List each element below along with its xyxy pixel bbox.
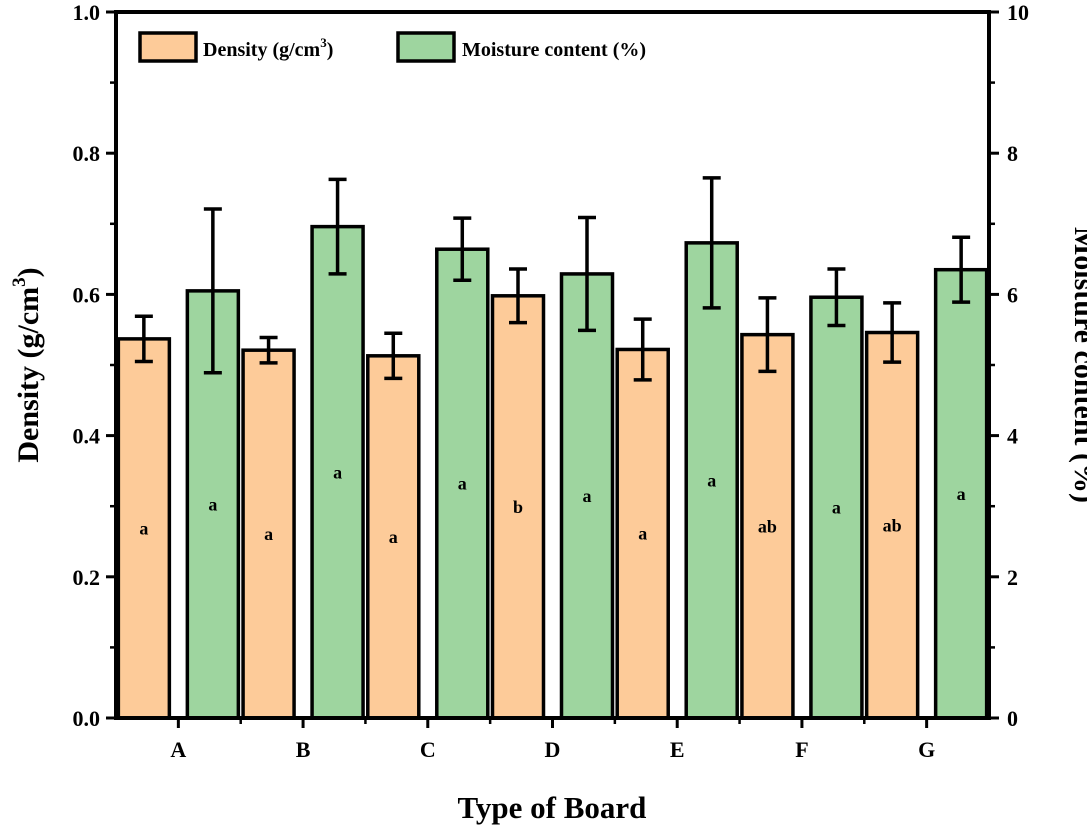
y-axis-title-right: Moisture content (%) xyxy=(1068,227,1087,503)
bar-density-F xyxy=(740,332,795,720)
y-left-tick-label: 0.6 xyxy=(73,282,101,307)
significance-moisture-B: a xyxy=(333,462,342,482)
y-left-tick-label: 1.0 xyxy=(73,0,101,25)
bar-moisture-C xyxy=(435,247,490,720)
significance-density-G: ab xyxy=(883,515,902,535)
significance-moisture-C: a xyxy=(458,474,467,494)
x-tick-label-E: E xyxy=(670,737,685,762)
y-left-tick-label: 0.2 xyxy=(73,565,101,590)
x-tick-label-C: C xyxy=(420,737,436,762)
y-right-tick-label: 4 xyxy=(1007,424,1018,449)
significance-density-D: b xyxy=(513,497,523,517)
significance-density-E: a xyxy=(638,524,647,544)
legend-swatch-density xyxy=(138,31,198,63)
x-tick-label-A: A xyxy=(170,737,186,762)
y-right-tick-label: 8 xyxy=(1007,141,1018,166)
x-tick-label-B: B xyxy=(296,737,311,762)
legend-swatch-moisture xyxy=(396,31,456,63)
y-left-tick-label: 0.8 xyxy=(73,141,101,166)
legend-label-moisture: Moisture content (%) xyxy=(462,39,646,61)
y-right-tick-label: 10 xyxy=(1007,0,1029,25)
bar-moisture-B xyxy=(310,224,365,720)
significance-density-B: a xyxy=(264,524,273,544)
significance-density-F: ab xyxy=(758,516,777,536)
significance-moisture-D: a xyxy=(583,486,592,506)
legend-label-density: Density (g/cm3) xyxy=(203,35,333,61)
error-bars-layer xyxy=(134,176,971,382)
bar-moisture-E xyxy=(684,241,739,720)
ticks-layer: A B C D E F G 0.0 0.2 0.4 0.6 0.8 1.0 0 2 4 6 8 10 xyxy=(73,0,1030,762)
plot-frame xyxy=(114,10,991,720)
x-tick-label-D: D xyxy=(545,737,561,762)
bars-layer xyxy=(116,224,989,720)
bar-moisture-D xyxy=(559,272,615,720)
y-axis-title-left: Density (g/cm3) xyxy=(9,267,45,462)
x-tick-label-F: F xyxy=(795,737,808,762)
y-right-tick-label: 2 xyxy=(1007,565,1018,590)
significance-moisture-F: a xyxy=(832,498,841,518)
significance-moisture-E: a xyxy=(707,470,716,490)
bar-moisture-F xyxy=(809,295,864,720)
significance-density-A: a xyxy=(139,518,148,538)
legend: Density (g/cm3) Moisture content (%) xyxy=(138,31,646,63)
significance-moisture-A: a xyxy=(208,494,217,514)
y-left-tick-label: 0.0 xyxy=(73,706,101,731)
significance-moisture-G: a xyxy=(957,484,966,504)
y-left-tick-label: 0.4 xyxy=(73,424,101,449)
x-axis-title: Type of Board xyxy=(458,790,647,825)
significance-density-C: a xyxy=(389,527,398,547)
x-tick-label-G: G xyxy=(918,737,935,762)
y-right-tick-label: 0 xyxy=(1007,706,1018,731)
y-right-tick-label: 6 xyxy=(1007,282,1018,307)
